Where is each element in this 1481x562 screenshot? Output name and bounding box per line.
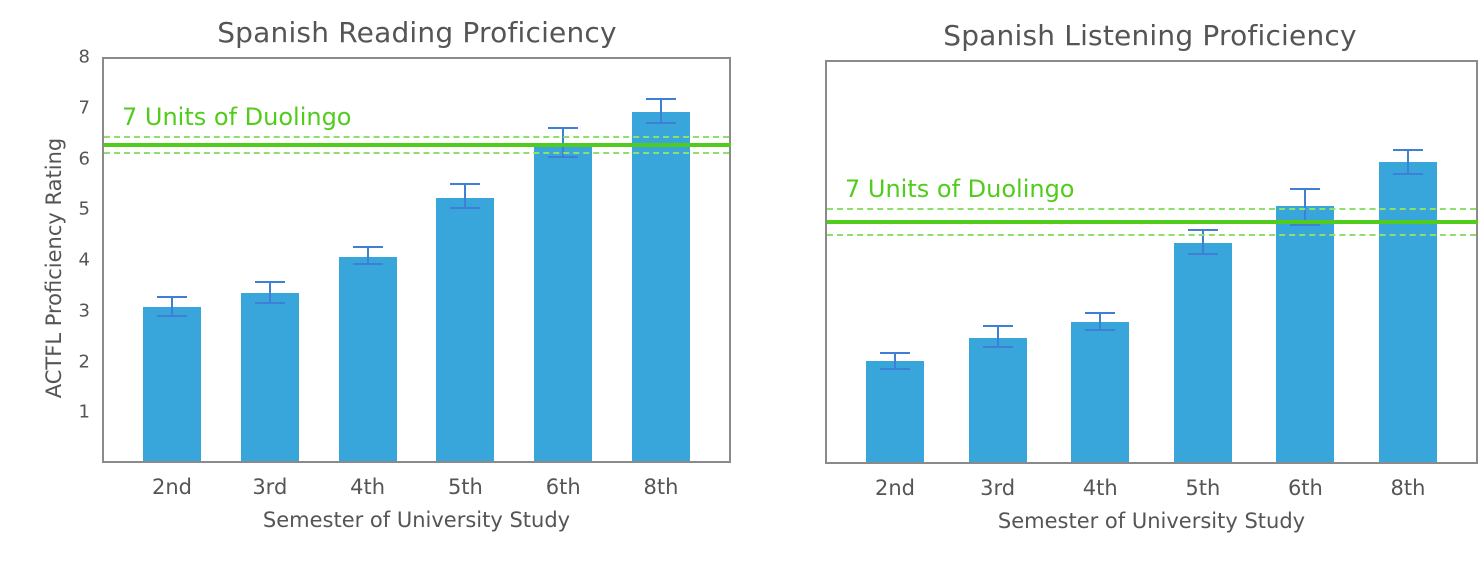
reference-band-upper [104, 135, 729, 138]
error-bar [1099, 313, 1102, 331]
bar-3rd [240, 292, 299, 461]
reference-band-upper [827, 207, 1476, 210]
plot-area [102, 57, 731, 463]
error-cap-bottom [254, 302, 285, 305]
bar-5th [436, 198, 495, 461]
error-bar [562, 128, 565, 158]
y-tick-label: 2 [78, 351, 90, 372]
reference-line [104, 142, 731, 147]
y-tick-label: 6 [78, 148, 90, 169]
error-bar [268, 281, 271, 304]
x-tick-label: 3rd [252, 475, 288, 499]
error-cap-bottom [646, 121, 676, 124]
bar-4th [1071, 322, 1130, 462]
error-bar [171, 297, 173, 316]
error-cap-top [646, 97, 676, 100]
error-cap-bottom [352, 262, 383, 265]
x-axis-label: Semester of University Study [262, 508, 571, 532]
error-cap-top [157, 296, 187, 299]
error-cap-bottom [1290, 223, 1321, 226]
bar-2nd [866, 360, 924, 462]
x-tick-label: 2nd [151, 475, 193, 499]
error-cap-bottom [1187, 253, 1218, 256]
error-cap-top [880, 352, 910, 355]
error-bar [464, 183, 467, 208]
error-cap-bottom [880, 367, 910, 370]
x-tick-label: 3rd [980, 476, 1016, 500]
y-tick-label: 8 [78, 46, 90, 68]
x-tick-label: 4th [1082, 476, 1118, 500]
bar-6th [534, 145, 593, 461]
x-tick-label: 8th [643, 475, 679, 499]
error-cap-bottom [982, 346, 1013, 349]
error-cap-bottom [1085, 329, 1116, 332]
y-tick-label: 1 [78, 401, 90, 423]
chart-title: Spanish Reading Proficiency [217, 16, 617, 49]
error-bar [894, 353, 896, 369]
y-tick-label: 5 [78, 198, 90, 220]
reference-line-label: 7 Units of Duolingo [122, 102, 352, 131]
bar-8th [1379, 162, 1437, 462]
error-bar [1304, 188, 1307, 225]
error-bar [660, 98, 662, 123]
error-cap-bottom [548, 156, 579, 159]
chart-title: Spanish Listening Proficiency [943, 19, 1357, 52]
x-tick-label: 5th [1185, 476, 1221, 500]
x-tick-label: 5th [447, 475, 483, 499]
error-cap-top [1085, 312, 1116, 314]
reference-band-lower [104, 152, 729, 155]
error-cap-bottom [1393, 173, 1423, 176]
error-cap-top [254, 280, 285, 283]
error-cap-top [352, 246, 383, 249]
error-cap-top [548, 127, 579, 130]
error-cap-top [1187, 229, 1218, 232]
error-bar [996, 326, 999, 348]
reference-line-label: 7 Units of Duolingo [845, 174, 1075, 203]
error-cap-top [450, 182, 481, 185]
bar-2nd [143, 306, 201, 461]
error-cap-top [1393, 148, 1423, 151]
y-tick-label: 3 [78, 300, 90, 322]
x-tick-label: 8th [1390, 476, 1426, 500]
bar-6th [1276, 206, 1335, 462]
bar-5th [1173, 242, 1232, 462]
error-cap-bottom [157, 314, 187, 317]
y-tick-label: 7 [78, 97, 90, 119]
y-tick-label: 4 [78, 249, 90, 271]
x-tick-label: 6th [1287, 476, 1323, 500]
error-bar [1201, 230, 1204, 255]
y-axis-label: ACTFL Proficiency Rating [42, 137, 66, 399]
error-bar [1407, 149, 1409, 175]
bar-4th [338, 256, 397, 461]
reference-line [827, 220, 1478, 225]
x-tick-label: 6th [545, 475, 581, 499]
bar-8th [632, 111, 690, 461]
reference-band-lower [827, 234, 1476, 237]
error-cap-top [1290, 187, 1321, 190]
error-cap-bottom [450, 206, 481, 209]
error-cap-top [982, 325, 1013, 328]
plot-area [825, 60, 1478, 464]
bar-3rd [968, 337, 1027, 462]
x-tick-label: 4th [350, 475, 386, 499]
x-axis-label: Semester of University Study [997, 509, 1306, 533]
x-tick-label: 2nd [874, 476, 916, 500]
error-bar [366, 247, 369, 264]
